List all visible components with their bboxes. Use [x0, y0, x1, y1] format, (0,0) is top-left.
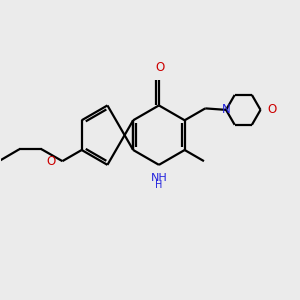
Text: O: O: [267, 103, 276, 116]
Text: O: O: [155, 61, 164, 74]
Text: N: N: [222, 103, 230, 116]
Text: O: O: [46, 154, 56, 168]
Text: NH: NH: [151, 173, 167, 183]
Text: H: H: [155, 180, 163, 190]
